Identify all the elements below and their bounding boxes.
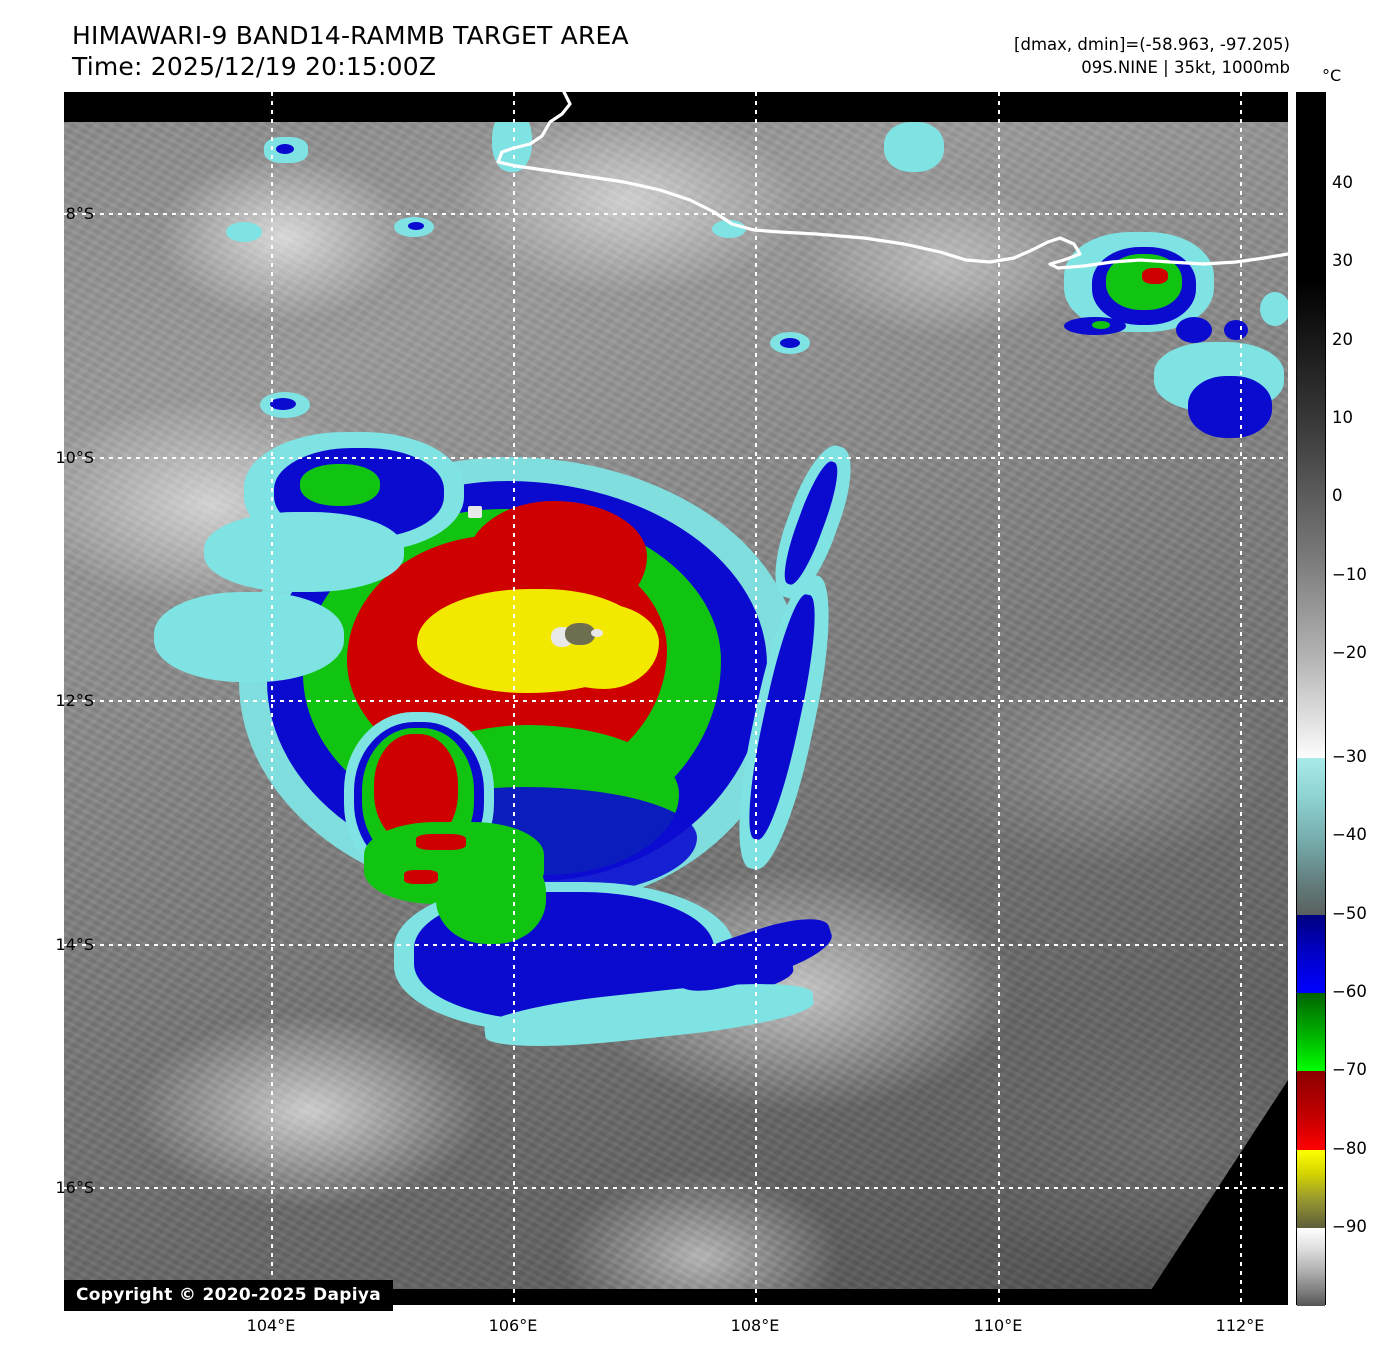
gridline-latitude bbox=[64, 944, 1288, 946]
gridline-longitude bbox=[998, 92, 1000, 1305]
colorbar-tick-label: −30 bbox=[1332, 747, 1367, 766]
colorbar-segment-cold bbox=[1297, 1228, 1325, 1306]
axis-label-longitude: 110°E bbox=[973, 1316, 1023, 1335]
scan-edge-top bbox=[64, 92, 1288, 122]
dmax-dmin-label: [dmax, dmin]=(-58.963, -97.205) bbox=[1014, 35, 1290, 54]
axis-label-latitude: 12°S bbox=[55, 691, 94, 710]
axis-label-latitude: 8°S bbox=[65, 204, 94, 223]
infrared-imagery bbox=[64, 92, 1288, 1305]
metadata-block: [dmax, dmin]=(-58.963, -97.205) 09S.NINE… bbox=[1014, 33, 1290, 79]
aircraft-marker bbox=[468, 506, 482, 518]
gridline-latitude bbox=[64, 700, 1288, 702]
timestamp-label: Time: 2025/12/19 20:15:00Z bbox=[72, 52, 437, 81]
cold-cell bbox=[1260, 292, 1288, 326]
axis-label-latitude: 10°S bbox=[55, 448, 94, 467]
cold-cell bbox=[270, 398, 296, 410]
cold-cell bbox=[226, 222, 262, 242]
colorbar-tick-label: −60 bbox=[1332, 982, 1367, 1001]
colorbar-segment-cyan bbox=[1297, 758, 1325, 915]
colorbar bbox=[1296, 92, 1326, 1306]
page-title: HIMAWARI-9 BAND14-RAMMB TARGET AREA Time… bbox=[72, 20, 629, 82]
overshooting-top-fleck bbox=[591, 629, 603, 637]
axis-label-longitude: 106°E bbox=[488, 1316, 538, 1335]
colorbar-tick-label: −40 bbox=[1332, 825, 1367, 844]
colorbar-segment-blue bbox=[1297, 915, 1325, 993]
colorbar-tick-label: 20 bbox=[1332, 330, 1353, 349]
axis-label-latitude: 14°S bbox=[55, 935, 94, 954]
colorbar-tick-label: 40 bbox=[1332, 173, 1353, 192]
cold-cell bbox=[276, 144, 294, 154]
gridline-latitude bbox=[64, 1187, 1288, 1189]
cold-cell bbox=[408, 222, 424, 230]
colorbar-segment-yellow bbox=[1297, 1150, 1325, 1228]
axis-label-latitude: 16°S bbox=[55, 1178, 94, 1197]
storm-info-label: 09S.NINE | 35kt, 1000mb bbox=[1081, 58, 1290, 77]
southwest-band-green bbox=[300, 464, 380, 506]
gridline-latitude bbox=[64, 213, 1288, 215]
gridline-longitude bbox=[755, 92, 757, 1305]
gridline-longitude bbox=[271, 92, 273, 1305]
colorbar-tick-label: −70 bbox=[1332, 1060, 1367, 1079]
colorbar-segment-warm bbox=[1297, 93, 1325, 758]
coastline-overlay bbox=[496, 92, 1288, 270]
satellite-image-panel bbox=[64, 92, 1288, 1305]
colorbar-tick-label: −90 bbox=[1332, 1217, 1367, 1236]
southwest-band bbox=[154, 592, 344, 682]
copyright-watermark: Copyright © 2020-2025 Dapiya bbox=[64, 1280, 393, 1311]
colorbar-tick-label: 30 bbox=[1332, 251, 1353, 270]
cold-cell bbox=[1188, 376, 1272, 438]
cold-cell bbox=[884, 122, 944, 172]
colorbar-tick-label: −50 bbox=[1332, 904, 1367, 923]
gridline-longitude bbox=[513, 92, 515, 1305]
cold-cell bbox=[1176, 317, 1212, 343]
axis-label-longitude: 104°E bbox=[246, 1316, 296, 1335]
gridline-latitude bbox=[64, 457, 1288, 459]
gridline-longitude bbox=[1240, 92, 1242, 1305]
axis-label-longitude: 108°E bbox=[730, 1316, 780, 1335]
product-title: HIMAWARI-9 BAND14-RAMMB TARGET AREA bbox=[72, 21, 629, 50]
colorbar-unit-label: °C bbox=[1322, 66, 1342, 85]
colorbar-tick-label: −20 bbox=[1332, 643, 1367, 662]
colorbar-tick-label: 10 bbox=[1332, 408, 1353, 427]
western-tail-red bbox=[416, 834, 466, 850]
colorbar-segment-red bbox=[1297, 1071, 1325, 1150]
southwest-band bbox=[204, 512, 404, 592]
western-tail-red bbox=[404, 870, 438, 884]
colorbar-tick-label: 0 bbox=[1332, 486, 1343, 505]
cold-cell bbox=[1224, 320, 1248, 340]
overshooting-top-shadow bbox=[565, 623, 595, 645]
colorbar-segment-green bbox=[1297, 993, 1325, 1071]
colorbar-tick-label: −80 bbox=[1332, 1139, 1367, 1158]
cold-cell bbox=[780, 338, 800, 348]
cold-cell bbox=[1092, 321, 1110, 329]
southern-band-green bbox=[436, 848, 546, 944]
axis-label-longitude: 112°E bbox=[1215, 1316, 1265, 1335]
colorbar-tick-label: −10 bbox=[1332, 565, 1367, 584]
colorbar-gradient bbox=[1297, 93, 1325, 1306]
cold-cell bbox=[1142, 268, 1168, 284]
